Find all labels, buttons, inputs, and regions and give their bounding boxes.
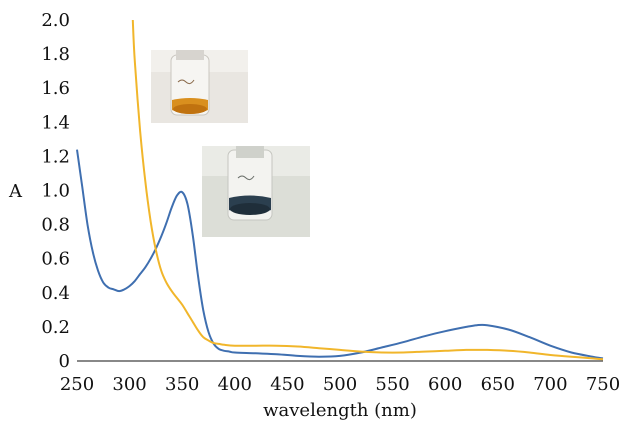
vial-photos (151, 50, 310, 237)
y-tick-label: 0.2 (41, 317, 70, 338)
y-tick-label: 1.0 (41, 181, 70, 202)
y-tick-labels: 0 0.2 0.4 0.6 0.8 1.0 1.2 1.4 1.6 1.8 2.0 (41, 10, 70, 372)
x-tick-labels: 250 300 350 400 450 500 550 600 650 700 750 (60, 374, 620, 395)
y-axis-label: A (8, 181, 23, 202)
x-tick-label: 400 (218, 374, 252, 395)
x-tick-label: 750 (586, 374, 620, 395)
x-axis-label: wavelength (nm) (263, 400, 417, 421)
y-tick-label: 2.0 (41, 10, 70, 31)
axes: 0 0.2 0.4 0.6 0.8 1.0 1.2 1.4 1.6 1.8 2.0 250 300 35… (41, 10, 620, 395)
x-tick-label: 550 (375, 374, 409, 395)
x-tick-label: 350 (165, 374, 199, 395)
y-tick-label: 1.8 (41, 44, 70, 65)
y-tick-label: 0.4 (41, 283, 70, 304)
x-tick-label: 650 (481, 374, 515, 395)
x-tick-label: 450 (270, 374, 304, 395)
orange-vial-photo (151, 50, 248, 123)
y-tick-label: 0.8 (41, 215, 70, 236)
x-tick-label: 600 (428, 374, 462, 395)
y-tick-label: 0 (59, 351, 70, 372)
x-tick-label: 250 (60, 374, 94, 395)
y-tick-label: 0.6 (41, 249, 70, 270)
dark-blue-vial-photo (202, 146, 310, 237)
x-tick-label: 500 (323, 374, 357, 395)
x-tick-label: 700 (533, 374, 567, 395)
x-tick-label: 300 (112, 374, 146, 395)
y-tick-label: 1.6 (41, 78, 70, 99)
y-tick-label: 1.2 (41, 146, 70, 167)
y-tick-label: 1.4 (41, 112, 70, 133)
